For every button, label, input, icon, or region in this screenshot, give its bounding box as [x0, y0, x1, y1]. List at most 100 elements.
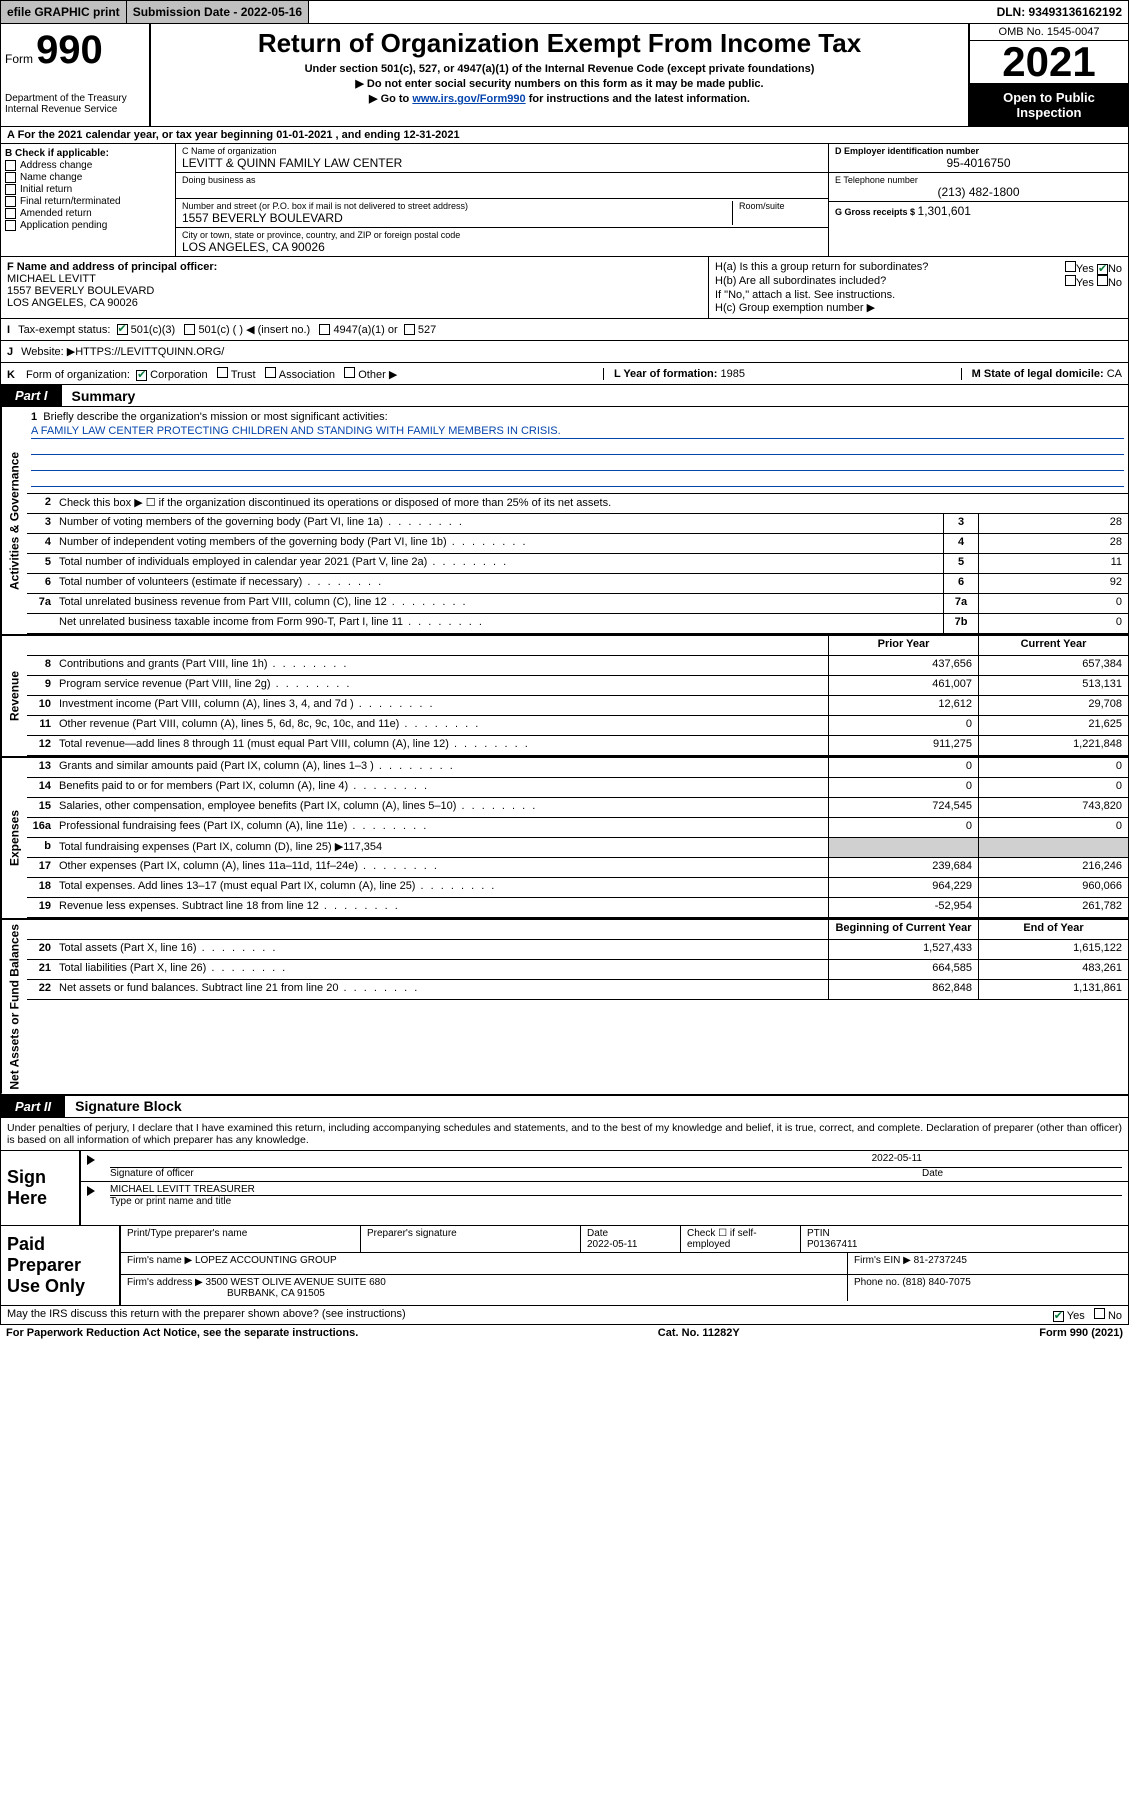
gov-row-6: 6 Total number of volunteers (estimate i…: [27, 574, 1128, 594]
ein-value: 95-4016750: [835, 156, 1122, 170]
l-val: 1985: [721, 368, 745, 380]
firm-ein: 81-2737245: [914, 1255, 967, 1266]
gov-row-7b: Net unrelated business taxable income fr…: [27, 614, 1128, 634]
org-name: LEVITT & QUINN FAMILY LAW CENTER: [182, 156, 822, 170]
row-8: 8 Contributions and grants (Part VIII, l…: [27, 656, 1128, 676]
subtitle-1: Under section 501(c), 527, or 4947(a)(1)…: [159, 63, 960, 75]
l-label: L Year of formation:: [614, 368, 721, 380]
gross-label: G Gross receipts $: [835, 207, 918, 217]
net-header: Beginning of Current Year End of Year: [27, 920, 1128, 940]
i-lead: I: [7, 324, 10, 336]
sig-date-val: 2022-05-11: [110, 1153, 1122, 1167]
topbar: efile GRAPHIC print Submission Date - 20…: [0, 0, 1129, 24]
block-bcd: B Check if applicable: Address change Na…: [0, 144, 1129, 257]
gov-row-5: 5 Total number of individuals employed i…: [27, 554, 1128, 574]
row-18: 18 Total expenses. Add lines 13–17 (must…: [27, 878, 1128, 898]
part-i-badge: Part I: [1, 385, 62, 406]
tax-year: 2021: [970, 41, 1128, 84]
k-other-chk[interactable]: [344, 367, 355, 378]
m-val: CA: [1107, 368, 1122, 380]
ein-label: D Employer identification number: [835, 146, 1122, 156]
current-year-hdr: Current Year: [978, 636, 1128, 655]
prep-name-hdr: Print/Type preparer's name: [121, 1226, 361, 1252]
officer-name-label: Type or print name and title: [110, 1195, 1122, 1207]
perjury-text: Under penalties of perjury, I declare th…: [0, 1118, 1129, 1151]
chk-application-pending[interactable]: Application pending: [5, 220, 171, 231]
part-ii-badge: Part II: [1, 1096, 65, 1117]
k-trust-chk[interactable]: [217, 367, 228, 378]
efile-print-button[interactable]: efile GRAPHIC print: [1, 1, 127, 23]
end-year-hdr: End of Year: [978, 920, 1128, 939]
form-number: 990: [36, 28, 103, 72]
j-lead: J: [7, 346, 13, 358]
row-klm: K Form of organization: Corporation Trus…: [0, 363, 1129, 385]
topbar-spacer: [309, 1, 990, 23]
vtab-revenue: Revenue: [1, 636, 27, 756]
i-label: Tax-exempt status:: [18, 324, 110, 336]
i-501c-chk[interactable]: [184, 324, 195, 335]
hb-yes-chk[interactable]: [1065, 275, 1076, 286]
officer-name: MICHAEL LEVITT TREASURER: [110, 1184, 1122, 1195]
i-501c3-chk[interactable]: [117, 324, 128, 335]
gov-row-3: 3 Number of voting members of the govern…: [27, 514, 1128, 534]
self-emp-hdr: Check ☐ if self-employed: [681, 1226, 801, 1252]
hc-label: H(c) Group exemption number ▶: [715, 301, 1122, 314]
ha-no-chk[interactable]: [1097, 264, 1108, 275]
sig-officer-label: Signature of officer: [110, 1168, 922, 1179]
row-i: I Tax-exempt status: 501(c)(3) 501(c) ( …: [0, 319, 1129, 341]
ptin-cell: PTINP01367411: [801, 1226, 1128, 1252]
summary-governance: Activities & Governance 1 Briefly descri…: [0, 407, 1129, 636]
row-j: J Website: ▶ HTTPS://LEVITTQUINN.ORG/: [0, 341, 1129, 363]
row-12: 12 Total revenue—add lines 8 through 11 …: [27, 736, 1128, 756]
firm-phone-label: Phone no.: [854, 1277, 902, 1288]
row-19: 19 Revenue less expenses. Subtract line …: [27, 898, 1128, 918]
row-14: 14 Benefits paid to or for members (Part…: [27, 778, 1128, 798]
part-i-header: Part I Summary: [0, 385, 1129, 407]
col-b-checkboxes: B Check if applicable: Address change Na…: [1, 144, 176, 256]
chk-initial-return[interactable]: Initial return: [5, 184, 171, 195]
ha-yes-chk[interactable]: [1065, 261, 1076, 272]
header-left: Form 990 Department of the Treasury Inte…: [1, 24, 151, 126]
chk-address-change[interactable]: Address change: [5, 160, 171, 171]
k-corp-chk[interactable]: [136, 370, 147, 381]
discuss-yes-chk[interactable]: [1053, 1311, 1064, 1322]
footer-discuss: May the IRS discuss this return with the…: [0, 1306, 1129, 1325]
discuss-q: May the IRS discuss this return with the…: [7, 1308, 406, 1322]
line-2: 2 Check this box ▶ ☐ if the organization…: [27, 494, 1128, 514]
ha-label: H(a) Is this a group return for subordin…: [715, 261, 928, 275]
i-527-chk[interactable]: [404, 324, 415, 335]
chk-amended[interactable]: Amended return: [5, 208, 171, 219]
firm-name-label: Firm's name ▶: [127, 1255, 195, 1266]
k-assoc-chk[interactable]: [265, 367, 276, 378]
sub3-post: for instructions and the latest informat…: [529, 93, 750, 105]
subtitle-2: ▶ Do not enter social security numbers o…: [159, 77, 960, 90]
row-f-h: F Name and address of principal officer:…: [0, 257, 1129, 319]
prior-year-hdr: Prior Year: [828, 636, 978, 655]
line16b-prior: [828, 838, 978, 857]
col-c-org: C Name of organization LEVITT & QUINN FA…: [176, 144, 828, 256]
i-4947-chk[interactable]: [319, 324, 330, 335]
mission-block: 1 Briefly describe the organization's mi…: [27, 407, 1128, 494]
footer-bottom: For Paperwork Reduction Act Notice, see …: [0, 1325, 1129, 1341]
paid-row-1: Print/Type preparer's name Preparer's si…: [121, 1226, 1128, 1253]
dept-treasury: Department of the Treasury Internal Reve…: [5, 93, 145, 115]
row-9: 9 Program service revenue (Part VIII, li…: [27, 676, 1128, 696]
j-website: HTTPS://LEVITTQUINN.ORG/: [75, 346, 224, 358]
hb-no-chk[interactable]: [1097, 275, 1108, 286]
discuss-no-chk[interactable]: [1094, 1308, 1105, 1319]
f-name: MICHAEL LEVITT: [7, 273, 702, 285]
submission-date-button[interactable]: Submission Date - 2022-05-16: [127, 1, 309, 23]
col-b-label: B Check if applicable:: [5, 148, 171, 159]
part-i-title: Summary: [62, 388, 136, 404]
chk-final-return[interactable]: Final return/terminated: [5, 196, 171, 207]
line1-label: Briefly describe the organization's miss…: [43, 411, 387, 423]
city-value: LOS ANGELES, CA 90026: [182, 240, 822, 254]
irs-link[interactable]: www.irs.gov/Form990: [412, 93, 525, 105]
part-ii-header: Part II Signature Block: [0, 1096, 1129, 1118]
firm-addr-label: Firm's address ▶: [127, 1277, 206, 1288]
paid-preparer-block: Paid Preparer Use Only Print/Type prepar…: [0, 1226, 1129, 1306]
phone-label: E Telephone number: [835, 175, 1122, 185]
paid-preparer-label: Paid Preparer Use Only: [1, 1226, 121, 1305]
chk-name-change[interactable]: Name change: [5, 172, 171, 183]
gov-row-7a: 7a Total unrelated business revenue from…: [27, 594, 1128, 614]
